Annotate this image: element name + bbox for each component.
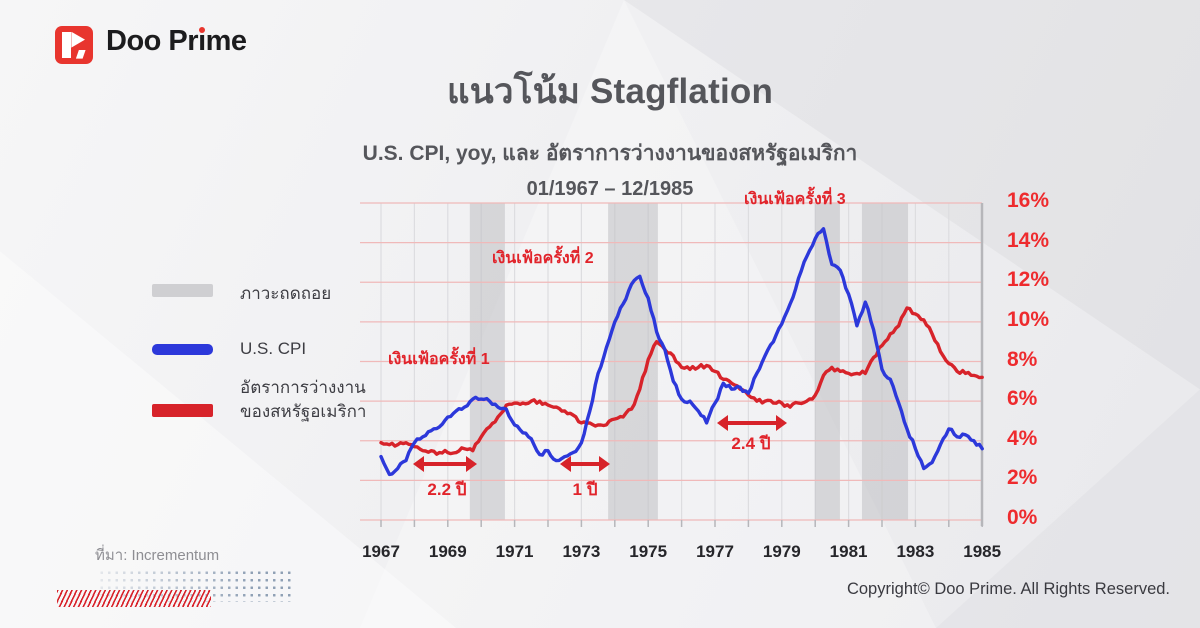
legend-swatch-cpi <box>152 344 213 355</box>
legend-label-line: ของสหรัฐอเมริกา <box>240 402 367 421</box>
legend-swatch-recession <box>152 284 213 297</box>
source-note: ที่มา: Incrementum <box>95 547 220 564</box>
y-axis-label: 12% <box>1007 268 1050 292</box>
x-axis-label: 1971 <box>495 542 534 561</box>
logo-shape <box>71 31 85 48</box>
stagflation-chart <box>360 202 984 527</box>
x-axis-label: 1973 <box>562 542 601 561</box>
x-axis-label: 1977 <box>696 542 734 561</box>
y-axis-label: 6% <box>1007 387 1038 411</box>
x-axis-label: 1983 <box>896 542 935 561</box>
copyright-text: Copyright© Doo Prime. All Rights Reserve… <box>846 580 1170 598</box>
legend-label-line: อัตราการว่างงาน <box>240 378 366 397</box>
logo-shape <box>75 49 86 59</box>
wordmark-text: me <box>205 25 247 57</box>
doo-prime-logo-icon <box>55 26 93 64</box>
page-title: แนวโน้ม Stagflation <box>446 72 774 111</box>
y-axis-label: 0% <box>1007 506 1038 529</box>
wordmark-i: i <box>198 25 206 57</box>
y-axis-label: 4% <box>1007 426 1038 450</box>
wordmark-text: Doo Pr <box>106 25 199 57</box>
x-axis-label: 1985 <box>963 542 1002 561</box>
x-axis-label: 1975 <box>629 542 668 561</box>
chart-period: 01/1967 – 12/1985 <box>526 178 694 200</box>
x-axis-label: 1969 <box>428 542 467 561</box>
x-axis-label: 1967 <box>362 542 400 561</box>
x-axis-label: 1981 <box>829 542 868 561</box>
x-axis-label: 1979 <box>762 542 801 561</box>
header: แนวโน้ม Stagflation U.S. CPI, yoy, และ อ… <box>250 64 970 201</box>
cpi-line <box>379 227 984 477</box>
y-axis-label: 16% <box>1007 189 1050 212</box>
legend-label-recession: ภาวะถดถอย <box>240 284 332 303</box>
hatch-decoration <box>57 590 211 607</box>
chart-subtitle: U.S. CPI, yoy, และ อัตราการว่างงานของสหร… <box>362 142 858 165</box>
legend-label-cpi: U.S. CPI <box>240 339 307 358</box>
y-axis-label: 2% <box>1007 466 1038 490</box>
y-axis-label: 10% <box>1007 307 1050 331</box>
unemployment-line <box>379 306 984 456</box>
doo-prime-wordmark: Doo Prime <box>106 25 247 58</box>
logo-shape <box>62 31 72 59</box>
legend-label-unemployment: อัตราการว่างงาน ของสหรัฐอเมริกา <box>240 376 366 424</box>
y-axis-label: 14% <box>1007 228 1050 252</box>
y-axis-label: 8% <box>1007 347 1038 371</box>
legend-swatch-unemployment <box>152 404 213 417</box>
